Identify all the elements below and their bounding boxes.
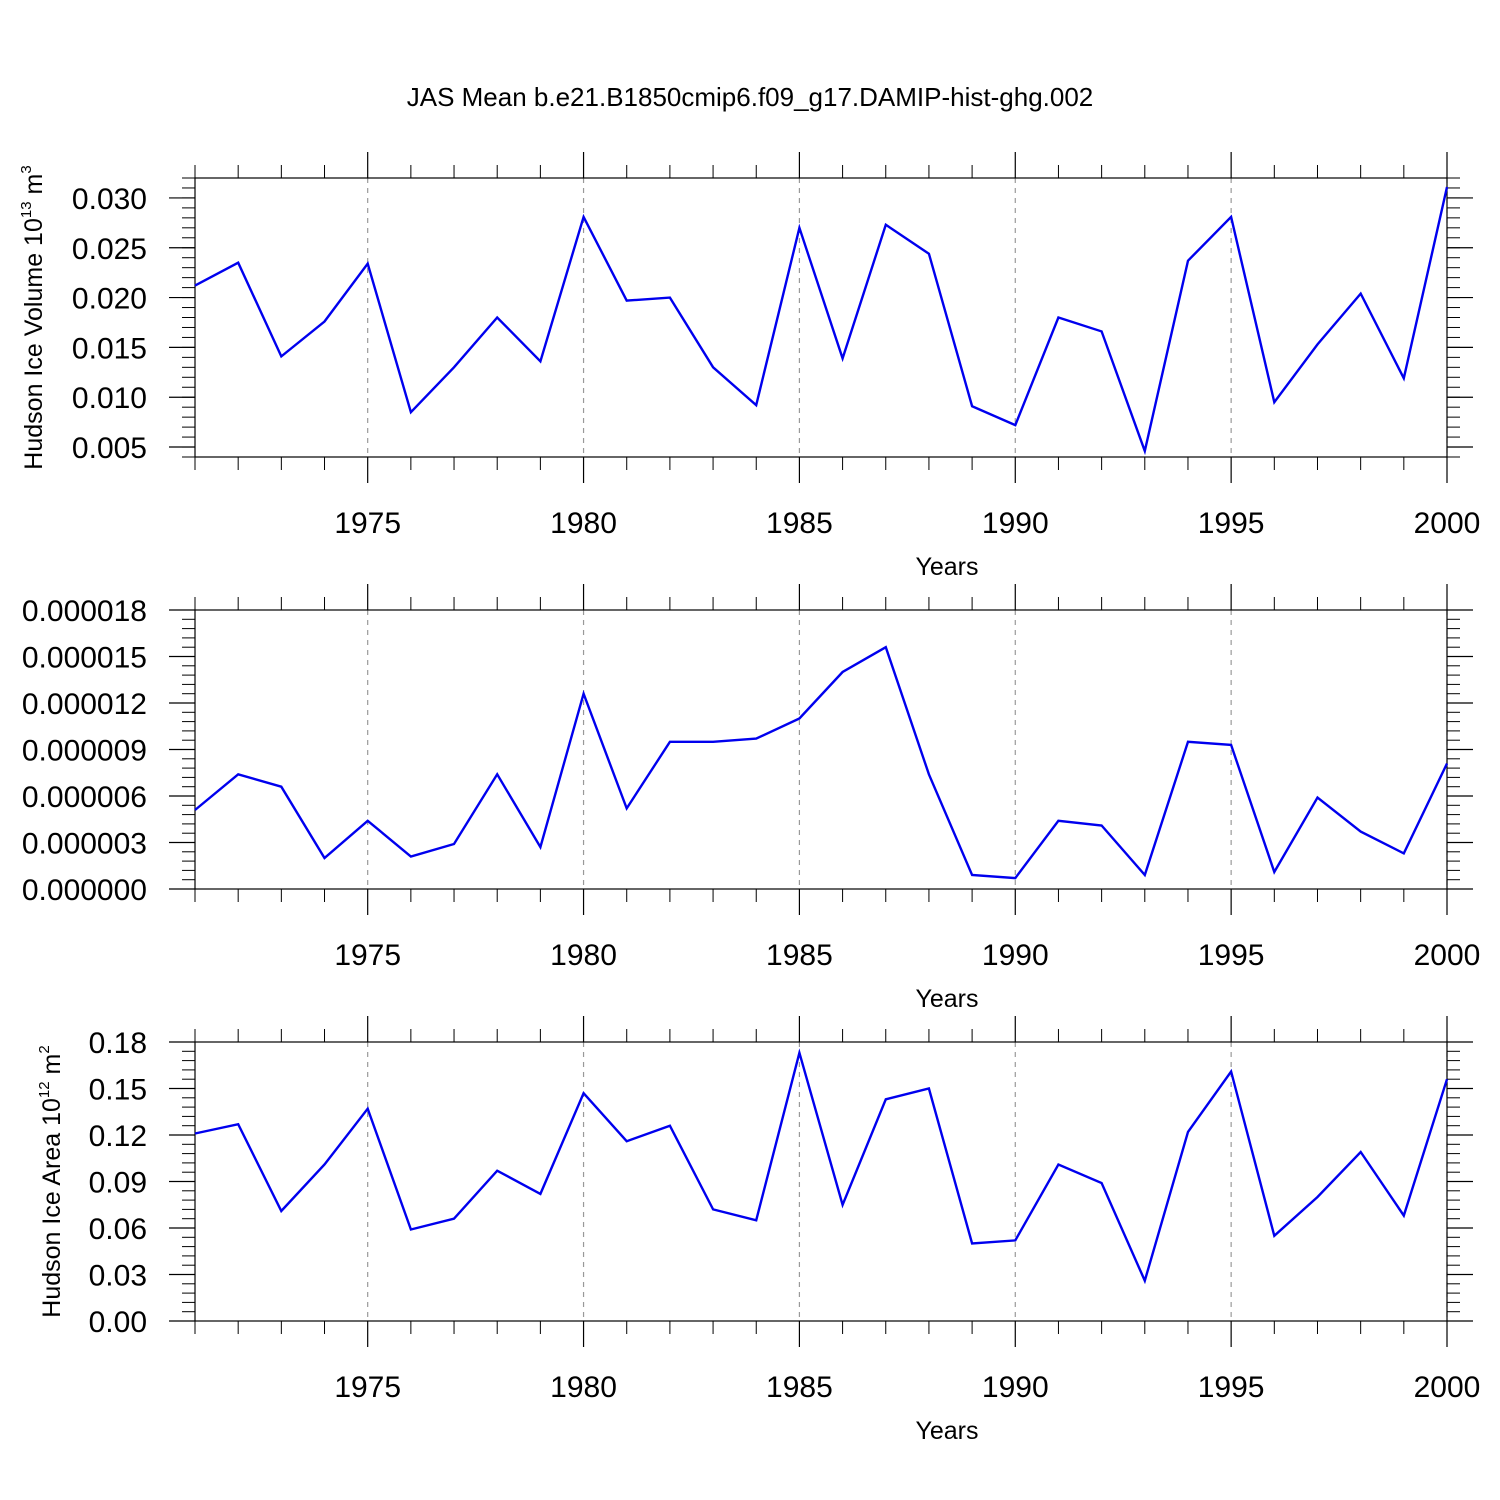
y-tick-label: 0.000009 [22,735,147,768]
y-axis-title-superscript: 2 [36,1045,53,1053]
y-tick-label: 0.030 [72,183,147,216]
x-tick-label: 1980 [550,507,617,540]
y-tick-label: 0.03 [89,1260,147,1293]
y-axis-title-text: Hudson Ice Volume 10 [20,218,48,470]
y-axis-title-superscript: 12 [36,1081,53,1098]
y-tick-label: 0.000015 [22,642,147,675]
series-line-thin [194,645,1449,880]
x-axis-title: Years [915,553,978,581]
y-tick-label: 0.06 [89,1213,147,1246]
y-tick-label: 0.015 [72,332,147,365]
y-tick-label: 0.00 [89,1306,147,1339]
plot-frame [194,609,1448,890]
x-tick-label: 1995 [1198,939,1265,972]
x-axis-title: Years [915,985,978,1013]
y-tick-label: 0.18 [89,1027,147,1060]
y-tick-label: 0.000012 [22,688,147,721]
x-tick-label: 1995 [1198,1371,1265,1404]
x-tick-label: 1990 [982,939,1049,972]
panel-volume: 1975 1980 1985 1990 1995 2000 0.005 0.010 0.015 0… [18,152,1480,581]
x-tick-label: 1985 [766,939,833,972]
y-axis-title-text: m [38,1054,66,1082]
y-tick-label: 0.000006 [22,781,147,814]
x-tick-label: 1975 [334,939,401,972]
x-tick-label: 1985 [766,507,833,540]
x-tick-label: 1985 [766,1371,833,1404]
panel-thin: 1975 1980 1985 1990 1995 2000 0.000000 0.000003… [22,584,1481,1013]
y-axis-title-text: m [20,174,48,202]
y-tick-label: 0.12 [89,1120,147,1153]
x-tick-label: 2000 [1414,1371,1481,1404]
x-tick-label: 1980 [550,939,617,972]
y-tick-label: 0.000000 [22,874,147,907]
x-tick-label: 2000 [1414,507,1481,540]
panel-area: 1975 1980 1985 1990 1995 2000 0.00 0.03 0.06 0.09… [36,1016,1480,1445]
x-tick-label: 1990 [982,1371,1049,1404]
series-line-volume [194,186,1449,456]
y-tick-label: 0.025 [72,233,147,266]
x-tick-label: 1980 [550,1371,617,1404]
y-tick-label: 0.005 [72,432,147,465]
series-line-area [194,1048,1449,1285]
x-tick-label: 1975 [334,507,401,540]
y-tick-label: 0.010 [72,382,147,415]
x-tick-label: 1990 [982,507,1049,540]
x-tick-label: 1975 [334,1371,401,1404]
x-tick-label: 1995 [1198,507,1265,540]
x-axis-title: Years [915,1417,978,1445]
y-axis-title: Hudson Ice Area 1012 m2 [36,1045,66,1317]
x-tick-label: 2000 [1414,939,1481,972]
y-tick-label: 0.15 [89,1074,147,1107]
chart-title: JAS Mean b.e21.B1850cmip6.f09_g17.DAMIP-… [407,82,1094,112]
y-axis-title: Hudson Ice Volume 1013 m3 [18,165,48,469]
y-axis-title-superscript: 3 [18,165,35,173]
y-axis-title-text: Hudson Ice Area 10 [38,1098,66,1318]
y-tick-label: 0.000003 [22,828,147,861]
y-axis-title-superscript: 13 [18,201,35,218]
y-tick-label: 0.09 [89,1167,147,1200]
y-tick-label: 0.000018 [22,595,147,628]
y-tick-label: 0.020 [72,283,147,316]
